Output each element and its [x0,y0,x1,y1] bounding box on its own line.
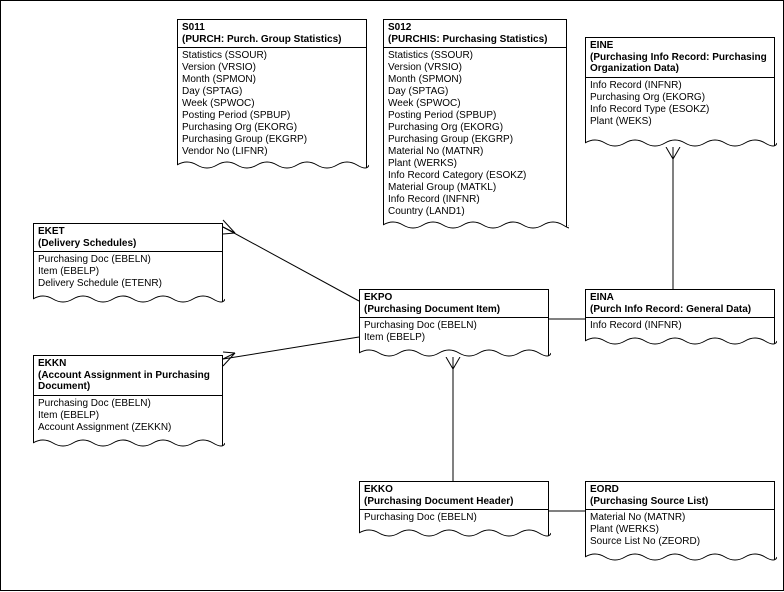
entity-body: Statistics (SSOUR)Version (VRSIO)Month (… [178,48,366,160]
entity-body: Statistics (SSOUR)Version (VRSIO)Month (… [384,48,566,220]
entity-desc: (Purchasing Document Item) [364,304,544,316]
entity-code: S011 [182,22,362,34]
entity-body: Purchasing Doc (EBELN)Item (EBELP)Accoun… [34,396,222,436]
entity-header: EKKN(Account Assignment in Purchasing Do… [34,356,222,396]
entity-desc: (PURCH: Purch. Group Statistics) [182,34,362,46]
entity-body: Material No (MATNR)Plant (WERKS)Source L… [586,510,774,550]
entity-code: EKKN [38,358,218,370]
diagram-canvas: S011(PURCH: Purch. Group Statistics)Stat… [0,0,784,591]
entity-field: Account Assignment (ZEKKN) [38,422,218,434]
entity-eine: EINE(Purchasing Info Record: Purchasing … [585,37,775,147]
connector-ekpo-ekkn [223,337,359,366]
entity-code: EKET [38,226,218,238]
entity-s012: S012(PURCHIS: Purchasing Statistics)Stat… [383,19,567,229]
entity-field: Day (SPTAG) [388,86,562,98]
connector-eina-eine [666,147,680,289]
entity-body: Purchasing Doc (EBELN)Item (EBELP) [360,318,548,346]
entity-field: Purchasing Group (EKGRP) [388,134,562,146]
entity-header: S011(PURCH: Purch. Group Statistics) [178,20,366,48]
entity-field: Plant (WEKS) [590,116,770,128]
entity-header: S012(PURCHIS: Purchasing Statistics) [384,20,566,48]
entity-field: Month (SPMON) [182,74,362,86]
entity-code: EINA [590,292,770,304]
entity-field: Version (VRSIO) [388,62,562,74]
entity-field: Week (SPWOC) [388,98,562,110]
entity-field: Statistics (SSOUR) [182,50,362,62]
entity-header: EORD(Purchasing Source List) [586,482,774,510]
entity-desc: (Purchasing Info Record: Purchasing Orga… [590,52,770,75]
entity-desc: (Purchasing Source List) [590,496,770,508]
connector-ekko-ekpo [446,357,460,481]
entity-desc: (Delivery Schedules) [38,238,218,250]
entity-field: Material No (MATNR) [590,512,770,524]
entity-field: Purchasing Org (EKORG) [590,92,770,104]
entity-header: EKPO(Purchasing Document Item) [360,290,548,318]
entity-field: Delivery Schedule (ETENR) [38,278,218,290]
entity-field: Item (EBELP) [364,332,544,344]
entity-field: Source List No (ZEORD) [590,536,770,548]
entity-eket: EKET(Delivery Schedules)Purchasing Doc (… [33,223,223,303]
entity-field: Purchasing Doc (EBELN) [38,398,218,410]
entity-body: Purchasing Doc (EBELN)Item (EBELP)Delive… [34,252,222,292]
entity-ekkn: EKKN(Account Assignment in Purchasing Do… [33,355,223,447]
entity-ekko: EKKO(Purchasing Document Header) Purchasi… [359,481,549,537]
entity-desc: (Purch Info Record: General Data) [590,304,770,316]
entity-code: EKPO [364,292,544,304]
entity-field: Info Record Category (ESOKZ) [388,170,562,182]
entity-field: Purchasing Doc (EBELN) [364,512,544,524]
entity-body: Info Record (INFNR) [586,318,774,334]
entity-code: EORD [590,484,770,496]
entity-code: EINE [590,40,770,52]
entity-field: Info Record Type (ESOKZ) [590,104,770,116]
entity-field: Info Record (INFNR) [590,320,770,332]
entity-field: Day (SPTAG) [182,86,362,98]
entity-header: EINA(Purch Info Record: General Data) [586,290,774,318]
entity-field: Plant (WERKS) [590,524,770,536]
entity-body: Purchasing Doc (EBELN) [360,510,548,526]
entity-code: EKKO [364,484,544,496]
entity-s011: S011(PURCH: Purch. Group Statistics)Stat… [177,19,367,169]
entity-eord: EORD(Purchasing Source List)Material No … [585,481,775,561]
entity-field: Country (LAND1) [388,206,562,218]
entity-field: Item (EBELP) [38,410,218,422]
entity-field: Purchasing Doc (EBELN) [38,254,218,266]
entity-body: Info Record (INFNR)Purchasing Org (EKORG… [586,78,774,130]
entity-eina: EINA(Purch Info Record: General Data) Inf… [585,289,775,345]
entity-code: S012 [388,22,562,34]
entity-desc: (PURCHIS: Purchasing Statistics) [388,34,562,46]
entity-field: Posting Period (SPBUP) [388,110,562,122]
entity-header: EKKO(Purchasing Document Header) [360,482,548,510]
entity-field: Posting Period (SPBUP) [182,110,362,122]
entity-field: Material No (MATNR) [388,146,562,158]
entity-desc: (Account Assignment in Purchasing Docume… [38,370,218,393]
entity-field: Plant (WERKS) [388,158,562,170]
entity-field: Statistics (SSOUR) [388,50,562,62]
entity-field: Purchasing Doc (EBELN) [364,320,544,332]
entity-header: EKET(Delivery Schedules) [34,224,222,252]
entity-field: Material Group (MATKL) [388,182,562,194]
connector-ekpo-eket [223,220,359,301]
entity-field: Vendor No (LIFNR) [182,146,362,158]
entity-field: Week (SPWOC) [182,98,362,110]
entity-header: EINE(Purchasing Info Record: Purchasing … [586,38,774,78]
entity-field: Version (VRSIO) [182,62,362,74]
torn-edge [585,131,775,147]
entity-field: Info Record (INFNR) [590,80,770,92]
entity-field: Info Record (INFNR) [388,194,562,206]
entity-ekpo: EKPO(Purchasing Document Item)Purchasing… [359,289,549,357]
entity-field: Purchasing Group (EKGRP) [182,134,362,146]
entity-field: Purchasing Org (EKORG) [388,122,562,134]
entity-field: Purchasing Org (EKORG) [182,122,362,134]
entity-field: Item (EBELP) [38,266,218,278]
entity-field: Month (SPMON) [388,74,562,86]
entity-desc: (Purchasing Document Header) [364,496,544,508]
